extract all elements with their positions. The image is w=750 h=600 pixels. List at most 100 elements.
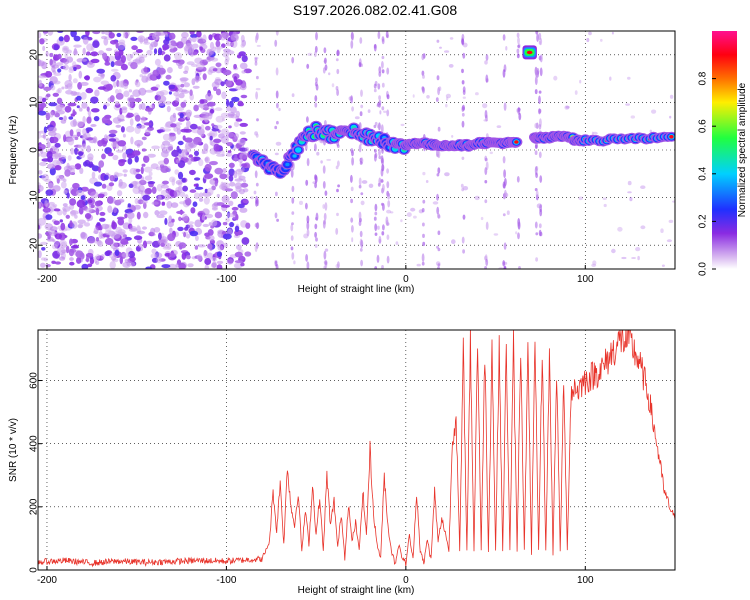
y-tick-label: 20 <box>29 49 40 61</box>
streak-dot <box>538 95 541 105</box>
streak-dot <box>462 52 466 59</box>
noise-speckle <box>189 230 199 237</box>
streak-dot <box>421 208 425 213</box>
streak-dot <box>387 200 391 208</box>
noise-speckle <box>230 106 237 114</box>
noise-speckle <box>194 177 201 181</box>
noise-speckle <box>103 104 107 110</box>
noise-speckle <box>54 111 59 118</box>
streak-dot <box>516 53 520 59</box>
noise-speckle <box>86 116 92 124</box>
noise-speckle <box>229 100 234 108</box>
x-tick-label: -200 <box>37 575 57 586</box>
noise-speckle <box>239 62 248 70</box>
noise-speckle <box>85 87 94 94</box>
streak-dot <box>306 116 309 123</box>
noise-speckle <box>165 36 170 42</box>
noise-speckle <box>76 189 85 197</box>
noise-speckle <box>74 136 79 141</box>
streak-dot <box>360 104 364 109</box>
noise-speckle <box>197 126 202 130</box>
noise-speckle <box>553 75 558 81</box>
noise-speckle <box>64 105 72 113</box>
noise-speckle <box>586 37 590 43</box>
noise-speckle <box>108 129 118 134</box>
noise-speckle <box>54 233 63 240</box>
noise-speckle <box>199 99 205 105</box>
streak-dot <box>374 232 378 236</box>
noise-speckle <box>230 191 238 200</box>
noise-speckle <box>165 74 172 80</box>
noise-speckle <box>163 80 170 86</box>
streak-dot <box>381 55 385 60</box>
noise-speckle <box>360 200 365 206</box>
noise-speckle <box>149 43 154 51</box>
noise-speckle <box>121 107 128 114</box>
noise-speckle <box>120 126 125 133</box>
noise-speckle <box>235 185 242 193</box>
noise-speckle <box>40 241 48 245</box>
noise-speckle <box>67 102 77 107</box>
noise-speckle <box>215 62 222 68</box>
streak-dot <box>461 187 465 192</box>
noise-speckle <box>42 45 46 52</box>
streak-dot <box>314 231 317 238</box>
noise-speckle <box>189 169 196 176</box>
noise-speckle <box>38 201 41 209</box>
noise-speckle <box>204 163 212 172</box>
noise-speckle <box>142 240 148 249</box>
noise-speckle <box>190 33 198 39</box>
noise-speckle <box>115 124 122 128</box>
noise-speckle <box>156 214 165 219</box>
noise-speckle <box>65 214 71 219</box>
streak-dot <box>534 150 538 155</box>
noise-speckle <box>118 80 124 88</box>
noise-speckle <box>160 242 165 247</box>
noise-speckle <box>234 154 238 163</box>
streak-dot <box>290 169 294 178</box>
noise-speckle <box>168 91 172 95</box>
signal-blob <box>514 140 519 144</box>
noise-speckle <box>116 190 123 197</box>
noise-speckle <box>198 159 204 167</box>
noise-speckle <box>95 237 100 242</box>
noise-speckle <box>611 31 614 35</box>
noise-speckle <box>168 32 176 40</box>
noise-speckle <box>204 258 212 265</box>
noise-speckle <box>187 263 194 268</box>
noise-speckle <box>76 105 80 109</box>
noise-speckle <box>224 43 233 47</box>
noise-speckle <box>48 201 55 205</box>
noise-speckle <box>49 167 56 176</box>
streak-dot <box>322 220 326 229</box>
noise-speckle <box>68 74 72 82</box>
noise-speckle <box>98 160 105 168</box>
noise-speckle <box>209 161 218 166</box>
colorbar: 0.0 0.2 0.4 0.6 0.8 Normalized spectral ampl… <box>698 31 748 276</box>
noise-speckle <box>73 66 77 72</box>
noise-speckle <box>591 263 597 267</box>
noise-speckle <box>78 70 83 79</box>
streak-dot <box>386 234 390 240</box>
y-tick-label: 400 <box>29 435 40 452</box>
noise-speckle <box>147 153 156 158</box>
noise-speckle <box>58 36 64 42</box>
streak-dot <box>381 265 384 269</box>
noise-speckle <box>108 138 117 142</box>
streak-dot <box>386 168 389 174</box>
noise-speckle <box>208 235 215 242</box>
noise-speckle <box>196 31 202 38</box>
noise-speckle <box>239 151 249 160</box>
streak-dot <box>381 106 385 111</box>
noise-speckle <box>112 231 121 239</box>
noise-speckle <box>52 70 57 74</box>
noise-speckle <box>70 31 77 38</box>
streak-dot <box>503 266 507 269</box>
streak-dot <box>335 58 339 62</box>
noise-speckle <box>67 155 72 161</box>
noise-speckle <box>47 126 57 133</box>
streak-dot <box>517 44 520 48</box>
noise-speckle <box>201 214 205 221</box>
streak-dot <box>376 254 380 263</box>
streak-dot <box>255 133 259 138</box>
